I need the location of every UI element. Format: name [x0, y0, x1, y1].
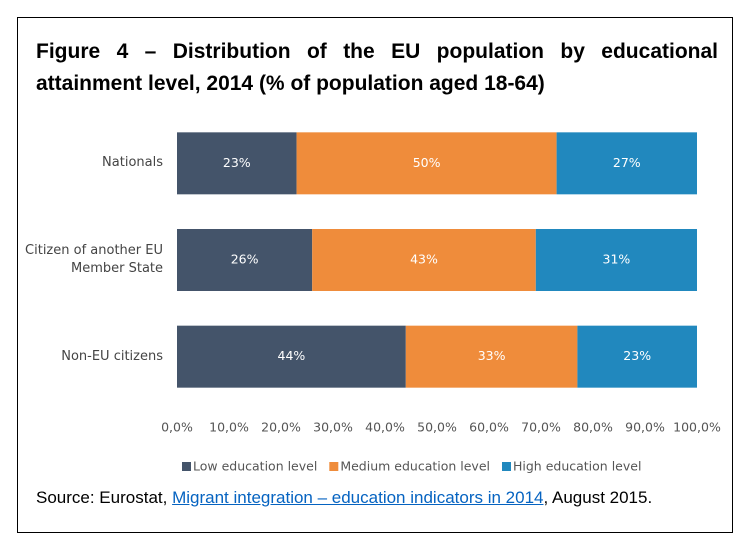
bar-segment: [577, 325, 697, 388]
source-note: Source: Eurostat, Migrant integration – …: [36, 486, 718, 510]
value-label: 50%: [413, 155, 441, 170]
value-label: 23%: [223, 155, 251, 170]
value-label: 31%: [603, 252, 631, 267]
value-label: 27%: [613, 155, 641, 170]
x-tick-label: 60,0%: [469, 420, 509, 435]
value-label: 44%: [278, 348, 306, 363]
bar-segment: [177, 132, 297, 195]
x-tick-label: 100,0%: [673, 420, 721, 435]
x-tick-label: 80,0%: [573, 420, 613, 435]
legend-label: High education level: [513, 459, 641, 474]
figure-frame: [17, 17, 733, 533]
x-tick-label: 20,0%: [261, 420, 301, 435]
bar-segment: [535, 229, 697, 291]
source-suffix: , August 2015.: [543, 488, 653, 507]
x-tick-label: 70,0%: [521, 420, 561, 435]
x-tick-label: 30,0%: [313, 420, 353, 435]
bar-segment: [556, 132, 697, 195]
bar-segment: [177, 325, 406, 388]
bar-segment: [312, 229, 536, 291]
value-label: 43%: [410, 252, 438, 267]
value-label: 26%: [231, 252, 259, 267]
legend-label: Low education level: [193, 459, 317, 474]
value-label: 33%: [478, 348, 506, 363]
chart-title: Figure 4 – Distribution of the EU popula…: [36, 40, 718, 95]
x-tick-label: 10,0%: [209, 420, 249, 435]
category-label: Non-EU citizens: [61, 348, 163, 364]
legend-swatch: [329, 462, 339, 471]
bar-segment: [296, 132, 557, 195]
legend-swatch: [182, 462, 191, 471]
x-tick-label: 90,0%: [625, 420, 665, 435]
x-tick-label: 50,0%: [417, 420, 457, 435]
value-label: 23%: [623, 348, 651, 363]
legend-swatch: [502, 462, 511, 471]
category-label: Nationals: [102, 155, 163, 171]
source-prefix: Source: Eurostat,: [36, 488, 168, 507]
bar-segment: [405, 325, 578, 388]
category-label: Citizen of another EU Member State: [25, 243, 163, 276]
x-tick-label: 0,0%: [161, 420, 193, 435]
legend-label: Medium education level: [340, 459, 490, 474]
source-link[interactable]: Migrant integration – education indicato…: [172, 488, 544, 507]
bar-segment: [177, 229, 313, 291]
x-tick-label: 40,0%: [365, 420, 405, 435]
